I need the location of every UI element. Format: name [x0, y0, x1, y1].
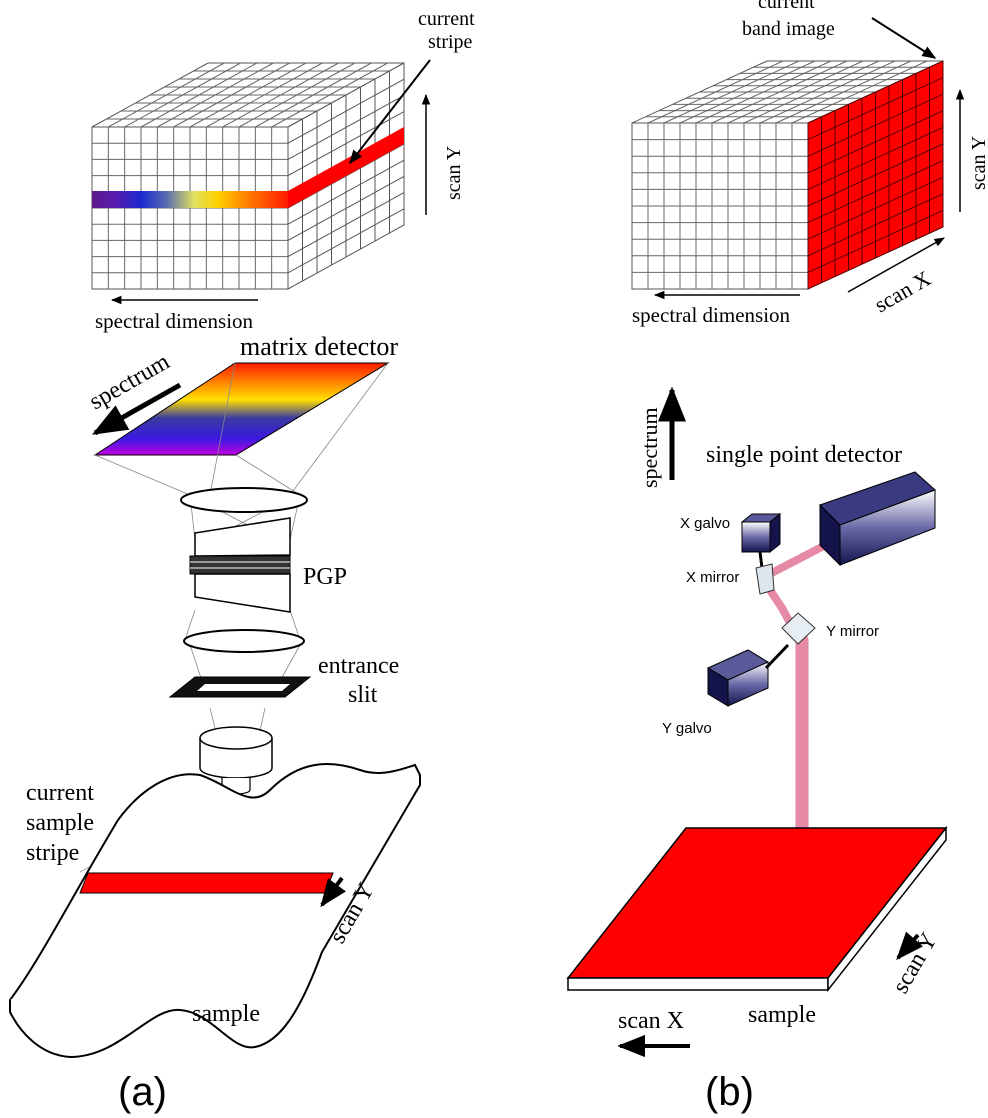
laser-beam [758, 531, 849, 862]
spectral-dimension-label-b: spectral dimension [632, 303, 791, 327]
scan-y-label-b: scan Y [968, 136, 988, 190]
spectral-stripe-front [92, 191, 288, 208]
spectral-dimension-label-a: spectral dimension [95, 309, 254, 333]
panel-a-optics [8, 362, 422, 1059]
scan-x-label-b: scan X [870, 265, 935, 317]
caption-b: (b) [705, 1070, 754, 1114]
current-sample-stripe-label: current sample stripe [26, 780, 100, 866]
y-galvo [706, 643, 790, 707]
x-galvo-label: X galvo [680, 515, 730, 532]
panel-b-optics [566, 471, 948, 1058]
scan-y-arrow-b2 [896, 931, 923, 961]
current-stripe-pointer [349, 59, 431, 165]
panel-b-hypercube [631, 17, 965, 300]
y-mirror [781, 612, 816, 645]
pgp-label: PGP [303, 564, 347, 590]
pgp-element [189, 517, 291, 613]
wavy-sample-sheet [8, 763, 422, 1059]
panel-a-hypercube [91, 59, 431, 305]
x-mirror-label: X mirror [686, 569, 739, 586]
current-sample-stripe [79, 872, 334, 894]
spectrum-arrow-a [91, 382, 182, 436]
current-band-image-label: current band image [742, 0, 835, 40]
caption-a: (a) [118, 1070, 167, 1114]
scan-x-label-b2: scan X [618, 1008, 684, 1034]
band-image-pointer [871, 17, 937, 59]
scan-y-label-a: scan Y [443, 146, 465, 200]
entrance-slit-label: entrance slit [318, 653, 405, 708]
lens-lower [183, 629, 305, 653]
current-stripe-label: current stripe [418, 8, 480, 53]
lens-upper [180, 487, 308, 513]
sample-plate-b [566, 825, 948, 993]
scan-y-arrow-a2 [320, 876, 346, 908]
current-stripe-side [288, 127, 404, 208]
x-galvo [740, 512, 782, 569]
scan-y-label-b2: scan Y [888, 929, 943, 998]
y-mirror-label: Y mirror [826, 623, 879, 640]
spectrum-label-b: spectrum [637, 407, 662, 488]
x-mirror [755, 563, 775, 595]
single-point-detector-label: single point detector [706, 442, 902, 468]
current-band-image-face [807, 60, 944, 290]
scan-x-arrow-b [847, 237, 945, 293]
sample-label-a: sample [192, 1001, 260, 1027]
sample-label-b: sample [748, 1002, 816, 1028]
matrix-detector-label: matrix detector [240, 332, 398, 361]
y-galvo-label: Y galvo [662, 720, 712, 737]
spectrum-label-a: spectrum [85, 349, 174, 416]
single-point-detector [819, 471, 936, 567]
